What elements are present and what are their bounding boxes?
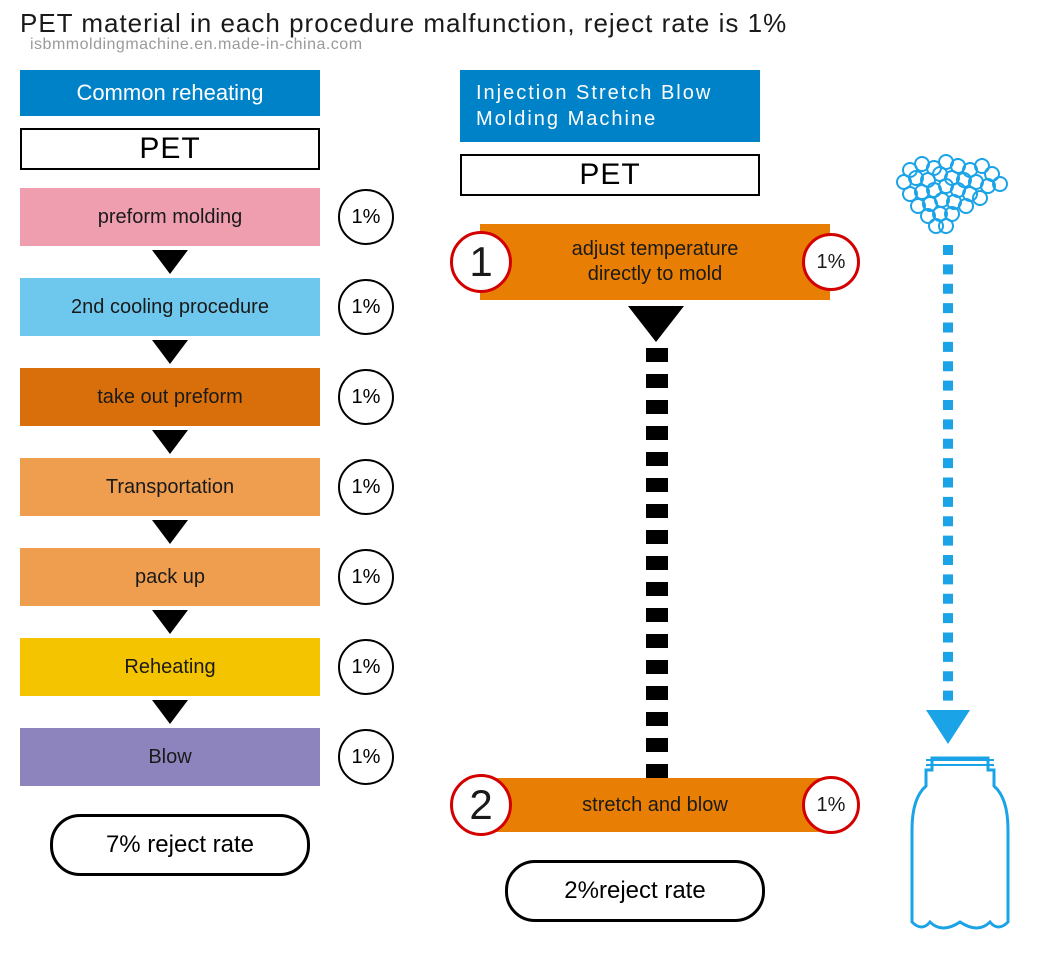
right-result: 2%reject rate [505,860,765,922]
pellet-bottle-svg [880,150,1040,950]
left-header: Common reheating [20,70,320,116]
arrow-down-icon [152,520,188,544]
left-step-box: preform molding [20,188,320,246]
right-dashed-connector [646,348,668,778]
dotted-arrow-down-icon [926,245,970,744]
dash-segment [646,582,668,596]
dash-segment [646,634,668,648]
arrow-down-icon [152,340,188,364]
page-title: PET material in each procedure malfuncti… [20,8,787,39]
left-step-box: Blow [20,728,320,786]
left-step-row: Transportation 1% [20,458,420,516]
dash-segment [646,738,668,752]
right-step-1-label-l1: adjust temperature [572,238,739,260]
right-step-1-label-l2: directly to mold [588,263,723,285]
left-step-box: pack up [20,548,320,606]
left-step-pct: 1% [338,639,394,695]
left-step-pct: 1% [338,549,394,605]
left-step-row: preform molding 1% [20,188,420,246]
pellet-to-bottle-graphic [880,150,1040,950]
right-step-2-number: 2 [450,774,512,836]
dash-segment [646,348,668,362]
dash-segment [646,452,668,466]
left-step-pct: 1% [338,189,394,245]
arrow-down-icon [152,610,188,634]
dash-segment [646,374,668,388]
dash-segment [646,400,668,414]
right-arrow-down-icon [628,306,684,342]
left-step-pct: 1% [338,369,394,425]
left-step-box: 2nd cooling procedure [20,278,320,336]
arrow-down-icon [152,700,188,724]
right-header-line2: Molding Machine [476,108,657,130]
left-step-row: pack up 1% [20,548,420,606]
dash-segment [646,556,668,570]
right-column: Injection Stretch Blow Molding Machine P… [460,70,860,922]
right-step-2: 2 stretch and blow 1% [480,778,830,832]
bottle-outline-icon [912,758,1008,928]
dash-segment [646,426,668,440]
pellet-cluster-icon [897,155,1007,233]
left-step-row: Blow 1% [20,728,420,786]
left-step-box: Reheating [20,638,320,696]
dash-segment [646,686,668,700]
right-step-1-number: 1 [450,231,512,293]
dash-segment [646,764,668,778]
watermark-text: isbmmoldingmachine.en.made-in-china.com [30,36,363,54]
dash-segment [646,660,668,674]
right-material-box: PET [460,154,760,196]
left-result: 7% reject rate [50,814,310,876]
arrow-down-icon [152,430,188,454]
left-column: Common reheating PET preform molding1%2n… [20,70,420,876]
right-header-line1: Injection Stretch Blow [476,82,712,104]
left-steps-container: preform molding 1% 2nd cooling procedure 1%… [20,188,420,786]
right-step-2-pct: 1% [802,776,860,834]
dash-segment [646,712,668,726]
dash-segment [646,530,668,544]
left-step-pct: 1% [338,279,394,335]
left-step-box: Transportation [20,458,320,516]
dash-segment [646,478,668,492]
right-step-1: 1 adjust temperature directly to mold 1% [480,224,830,300]
left-step-row: 2nd cooling procedure 1% [20,278,420,336]
left-step-row: Reheating 1% [20,638,420,696]
right-step-2-label-l1: stretch and blow [582,794,728,816]
left-material-box: PET [20,128,320,170]
right-header: Injection Stretch Blow Molding Machine [460,70,760,142]
arrow-down-icon [152,250,188,274]
left-step-pct: 1% [338,459,394,515]
right-step-1-pct: 1% [802,233,860,291]
left-step-box: take out preform [20,368,320,426]
left-step-pct: 1% [338,729,394,785]
dash-segment [646,608,668,622]
left-step-row: take out preform 1% [20,368,420,426]
dash-segment [646,504,668,518]
